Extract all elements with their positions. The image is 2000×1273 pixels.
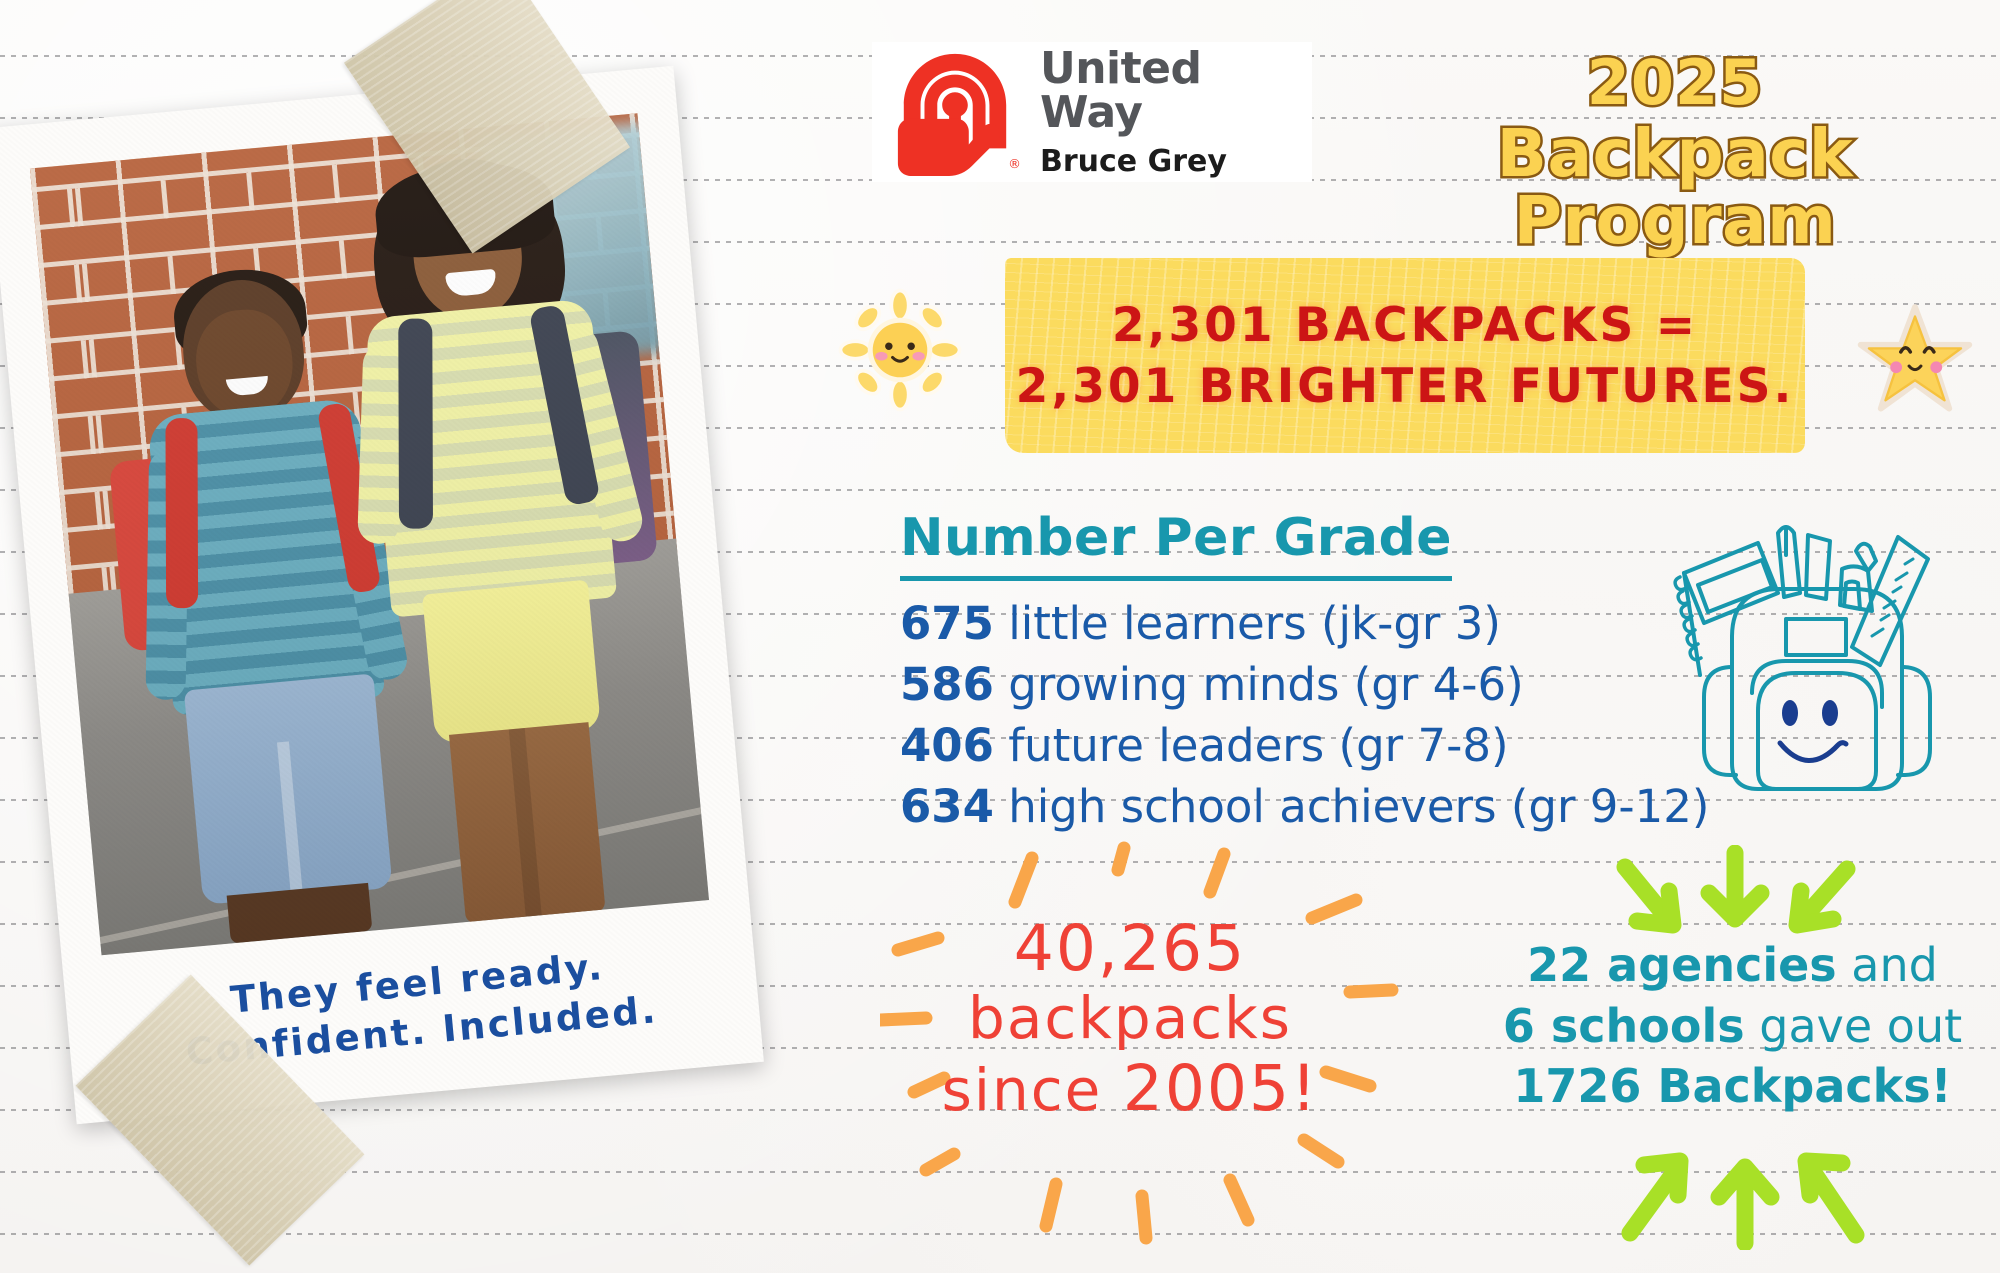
- number-per-grade-section: Number Per Grade 675 little learners (jk…: [900, 508, 1709, 841]
- banner-line-1: 2,301 BACKPACKS =: [1111, 297, 1699, 353]
- since-number: 40,265: [1013, 912, 1247, 985]
- since-word: backpacks: [968, 984, 1292, 1053]
- grade-label: growing minds (gr 4-6): [1008, 657, 1524, 711]
- agencies-line-3: 1726 Backpacks!: [1513, 1059, 1952, 1114]
- grade-label: future leaders (gr 7-8): [1008, 718, 1509, 772]
- since-2005-total: 40,265 backpacks since 2005!: [920, 912, 1340, 1125]
- student-photo: [29, 113, 710, 956]
- grade-label: little learners (jk-gr 3): [1008, 597, 1501, 650]
- svg-text:®: ®: [1008, 157, 1021, 172]
- green-arrow-up-icon: [1621, 1152, 1865, 1250]
- grade-count: 634: [900, 779, 994, 833]
- banner-line-2: 2,301 BRIGHTER FUTURES.: [1015, 358, 1795, 414]
- orange-sparkle-burst-icon: [880, 841, 1399, 1245]
- since-tail: since 2005!: [920, 1052, 1340, 1125]
- polaroid-photo-card: They feel ready. Confident. Included.: [0, 65, 764, 1125]
- schools-count: 6 schools: [1502, 998, 1745, 1053]
- grade-count: 586: [900, 657, 994, 711]
- grade-item: 406 future leaders (gr 7-8): [900, 719, 1660, 774]
- grade-label: high school achievers (gr 9-12): [1008, 779, 1710, 833]
- logo-name: United Way: [1040, 43, 1202, 138]
- banner-text: 2,301 BACKPACKS = 2,301 BRIGHTER FUTURES…: [1005, 258, 1805, 453]
- agencies-count: 22 agencies: [1527, 938, 1837, 992]
- agencies-line1-rest: and: [1836, 938, 1938, 992]
- grade-item: 586 growing minds (gr 4-6): [900, 658, 1660, 713]
- grades-heading: Number Per Grade: [900, 508, 1452, 581]
- grade-count: 406: [900, 718, 994, 772]
- smiling-sun-sticker-icon: [838, 288, 962, 412]
- title-year: 2025: [1584, 46, 1765, 119]
- agencies-schools-section: 22 agencies and 6 schools gave out 1726 …: [1460, 935, 2000, 1117]
- united-way-logo: ® United Way Bruce Grey: [872, 42, 1312, 182]
- logo-region: Bruce Grey: [1040, 144, 1227, 179]
- grade-item: 675 little learners (jk-gr 3): [900, 597, 1660, 652]
- agencies-line2-rest: gave out: [1744, 998, 1963, 1053]
- backpacks-highlight-banner: 2,301 BACKPACKS = 2,301 BRIGHTER FUTURES…: [1005, 258, 1805, 453]
- photo-shading-overlay: [29, 113, 710, 956]
- yellow-highlighter-stroke: [1005, 258, 1805, 453]
- green-arrow-down-icon: [1616, 845, 1856, 934]
- grade-count: 675: [900, 597, 994, 650]
- agencies-line-2: 6 schools gave out: [1460, 996, 2000, 1057]
- smiling-backpack-line-art-icon: [1673, 525, 1932, 791]
- polaroid-frame: They feel ready. Confident. Included.: [0, 65, 764, 1125]
- smiling-star-sticker-icon: [1857, 304, 1973, 412]
- grades-list: 675 little learners (jk-gr 3) 586 growin…: [900, 597, 1709, 835]
- agencies-line-1: 22 agencies and: [1460, 935, 2000, 996]
- grade-item: 634 high school achievers (gr 9-12): [900, 779, 1709, 835]
- poster-title: 2025 Backpack Program: [1350, 46, 2000, 260]
- since-year: 2005!: [1122, 1052, 1319, 1126]
- title-main: Backpack Program: [1494, 115, 1855, 260]
- united-way-hand-rainbow-icon: ®: [897, 53, 1021, 176]
- since-prefix: since: [941, 1056, 1123, 1125]
